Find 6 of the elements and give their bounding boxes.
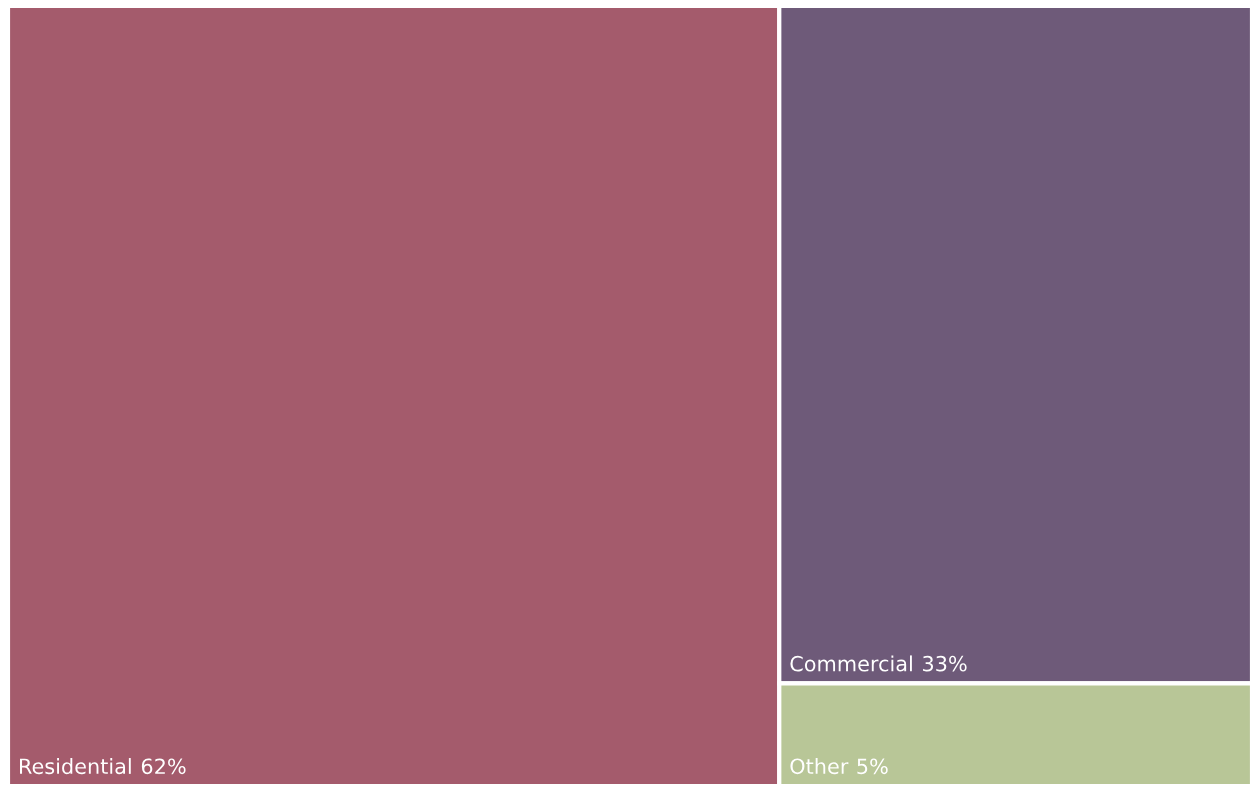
category-label: Commercial bbox=[790, 655, 912, 672]
category-label: Other bbox=[790, 758, 849, 775]
data-label: 62% bbox=[141, 758, 186, 775]
data-label: 33% bbox=[923, 655, 967, 672]
category-label: Residential bbox=[20, 758, 131, 775]
data-label: 5% bbox=[857, 758, 888, 775]
